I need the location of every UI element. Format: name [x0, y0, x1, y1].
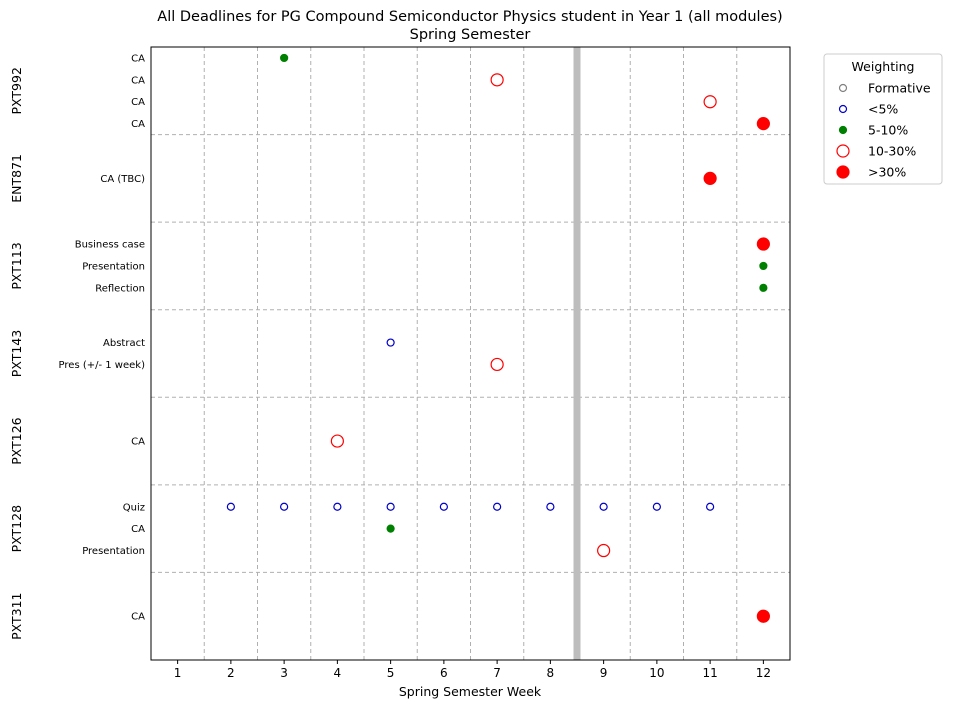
module-label: PXT113	[9, 242, 24, 289]
deadline-point	[756, 117, 770, 131]
task-label: Pres (+/- 1 week)	[59, 360, 146, 371]
task-label-layer: CA CA CA CA CA (TBC) Business case Presentatio…	[59, 53, 146, 622]
chart-title: All Deadlines for PG Compound Semiconduc…	[157, 9, 782, 25]
task-label: CA	[131, 437, 145, 448]
deadline-point	[490, 357, 504, 372]
legend-marker	[836, 144, 850, 158]
task-label: CA	[131, 119, 145, 130]
task-label: Presentation	[82, 261, 145, 272]
deadline-points-layer	[226, 53, 770, 623]
task-label: Presentation	[82, 546, 145, 557]
deadline-point	[386, 524, 395, 533]
legend-label: Formative	[868, 81, 931, 96]
module-label: PXT128	[9, 505, 24, 552]
legend-label: 10-30%	[868, 144, 916, 159]
task-label: Business case	[75, 240, 145, 251]
legend-box	[823, 53, 943, 185]
deadline-point	[703, 171, 717, 185]
deadline-point	[439, 502, 448, 511]
x-tick-label: 7	[493, 666, 501, 680]
deadline-point	[599, 502, 608, 511]
deadline-point	[759, 283, 768, 292]
deadline-point	[546, 502, 555, 511]
plot-frame	[150, 46, 791, 661]
module-label-layer: PXT992 ENT871 PXT113 PXT143 PXT126 PXT128 PXT3…	[9, 67, 24, 640]
deadline-point	[280, 53, 289, 63]
x-tick-layer: 1 2 3 4 5 6 7 8 9 10 11 12	[174, 660, 771, 680]
grid-layer	[203, 47, 738, 660]
deadline-point	[490, 73, 504, 87]
module-label: PXT143	[9, 330, 24, 377]
task-label: Abstract	[103, 338, 145, 349]
x-tick-label: 8	[547, 666, 555, 680]
task-label: CA	[131, 53, 145, 64]
task-label: CA	[131, 524, 145, 535]
deadline-point	[386, 338, 395, 347]
x-tick-label: 4	[334, 666, 342, 680]
deadline-point	[226, 502, 235, 511]
x-axis-label: Spring Semester Week	[399, 684, 542, 699]
x-tick-label: 1	[174, 666, 182, 680]
deadline-point	[756, 237, 770, 251]
legend-marker	[838, 83, 848, 93]
task-label: CA	[131, 612, 145, 623]
x-tick-label: 2	[227, 666, 235, 680]
module-label: ENT871	[9, 154, 24, 203]
deadline-point	[493, 502, 502, 511]
deadline-point	[330, 434, 344, 448]
chart-subtitle: Spring Semester	[410, 27, 531, 43]
x-tick-label: 11	[702, 666, 717, 680]
deadline-point	[280, 502, 289, 511]
legend-label: <5%	[868, 102, 898, 117]
deadline-point	[759, 261, 768, 271]
legend-title: Weighting	[852, 59, 915, 74]
x-tick-label: 12	[756, 666, 771, 680]
module-separator-layer	[151, 134, 790, 573]
legend-label: >30%	[868, 165, 906, 180]
semester-break-layer	[573, 47, 581, 660]
x-tick-label: 5	[387, 666, 395, 680]
module-label: PXT311	[9, 593, 24, 640]
task-label: Reflection	[95, 283, 145, 294]
deadline-point	[706, 502, 715, 511]
deadline-point	[597, 543, 611, 558]
task-label: CA	[131, 97, 145, 108]
legend-marker	[838, 104, 848, 114]
task-label: Quiz	[123, 502, 145, 513]
deadline-point	[756, 609, 770, 623]
deadline-point	[333, 502, 342, 511]
deadline-point	[703, 95, 717, 109]
x-tick-label: 3	[280, 666, 288, 680]
x-tick-label: 6	[440, 666, 448, 680]
x-tick-label: 10	[649, 666, 664, 680]
semester-break-band	[573, 47, 581, 660]
task-label: CA (TBC)	[100, 174, 145, 185]
deadline-point	[652, 502, 661, 511]
legend: Weighting Formative <5% 5-10% 10-30% >30%	[823, 53, 943, 185]
legend-label: 5-10%	[868, 123, 908, 138]
deadline-point	[386, 502, 395, 511]
legend-marker	[836, 165, 850, 179]
legend-items: Formative <5% 5-10% 10-30% >30%	[836, 81, 931, 180]
legend-marker	[838, 125, 848, 135]
task-label: CA	[131, 75, 145, 86]
x-tick-label: 9	[600, 666, 608, 680]
module-label: PXT126	[9, 417, 24, 464]
module-label: PXT992	[9, 67, 24, 114]
